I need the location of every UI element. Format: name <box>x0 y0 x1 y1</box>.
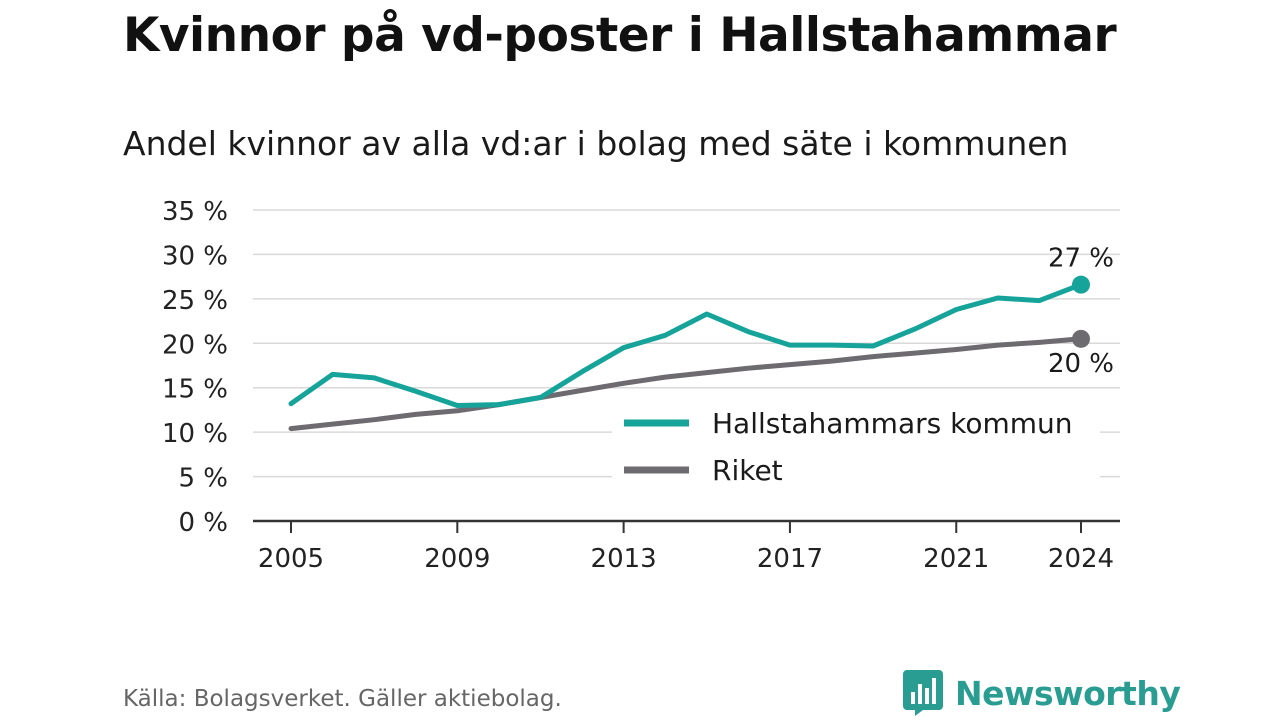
x-tick-label: 2005 <box>258 544 324 574</box>
y-tick-label: 0 % <box>178 508 228 538</box>
newsworthy-logo-icon <box>903 670 943 716</box>
series-end-marker <box>1072 329 1090 348</box>
end-labels: 27 % 20 % <box>1048 244 1114 379</box>
legend-label: Hallstahammars kommun <box>712 407 1073 440</box>
y-tick-label: 25 % <box>162 286 228 316</box>
y-tick-label: 20 % <box>162 330 228 360</box>
chart-subtitle: Andel kvinnor av alla vd:ar i bolag med … <box>123 124 1069 163</box>
series-lines <box>288 275 1090 432</box>
gridlines <box>253 209 1120 478</box>
y-tick-label: 10 % <box>162 419 228 449</box>
x-tick-label: 2021 <box>923 544 989 574</box>
series-end-marker <box>1072 275 1090 294</box>
x-tick-label: 2009 <box>424 544 490 574</box>
x-axis: 2005 2009 2013 2017 2021 2024 <box>253 519 1120 574</box>
legend: Hallstahammars kommun Riket <box>612 398 1100 488</box>
y-tick-label: 30 % <box>162 241 228 271</box>
x-tick-label: 2013 <box>591 544 657 574</box>
brand-logo: Newsworthy <box>903 670 1181 716</box>
series-line-hallstahammar <box>288 282 1084 408</box>
brand-name: Newsworthy <box>955 673 1181 713</box>
legend-background <box>612 398 1100 488</box>
y-tick-label: 5 % <box>178 464 228 494</box>
series-line-riket <box>288 336 1084 432</box>
data-label: 27 % <box>1048 244 1114 274</box>
source-note: Källa: Bolagsverket. Gäller aktiebolag. <box>123 686 562 712</box>
y-tick-label: 15 % <box>162 375 228 405</box>
legend-label: Riket <box>712 454 783 487</box>
chart-title: Kvinnor på vd-poster i Hallstahammar <box>123 8 1117 63</box>
x-tick-label: 2017 <box>757 544 823 574</box>
data-label: 20 % <box>1048 349 1114 379</box>
y-axis: 0 % 5 % 10 % 15 % 20 % 25 % 30 % 35 % <box>162 197 228 538</box>
y-tick-label: 35 % <box>162 197 228 227</box>
x-tick-label: 2024 <box>1048 544 1114 574</box>
